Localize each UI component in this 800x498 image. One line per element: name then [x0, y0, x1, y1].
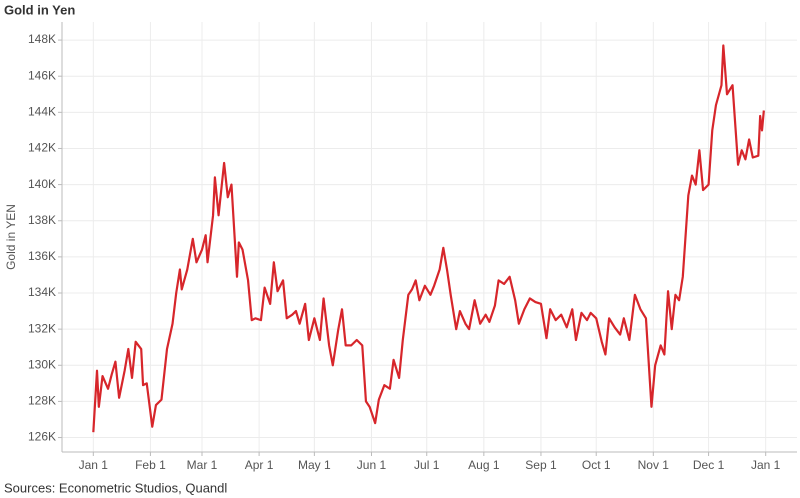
source-note: Sources: Econometric Studios, Quandl [4, 480, 227, 495]
y-tick-label: 136K [28, 249, 56, 263]
x-tick-label: Mar 1 [187, 458, 218, 472]
y-tick-label: 130K [28, 357, 56, 371]
x-tick-label: Jan 1 [751, 458, 781, 472]
y-tick-label: 140K [28, 177, 56, 191]
x-tick-label: Oct 1 [582, 458, 611, 472]
y-tick-label: 144K [28, 105, 56, 119]
price-line [92, 44, 765, 433]
x-tick-label: Dec 1 [693, 458, 725, 472]
y-tick-label: 148K [28, 32, 56, 46]
y-tick-label: 128K [28, 394, 56, 408]
y-tick-label: 146K [28, 68, 56, 82]
x-tick-label: May 1 [298, 458, 331, 472]
x-tick-label: Jul 1 [414, 458, 440, 472]
y-axis-title: Gold in YEN [4, 204, 18, 270]
x-tick-label: Feb 1 [135, 458, 166, 472]
x-tick-label: Jun 1 [357, 458, 387, 472]
chart-title: Gold in Yen [4, 2, 75, 17]
y-tick-label: 126K [28, 430, 56, 444]
y-tick-label: 142K [28, 141, 56, 155]
x-tick-label: Jan 1 [79, 458, 109, 472]
x-tick-label: Sep 1 [525, 458, 557, 472]
y-tick-label: 134K [28, 285, 56, 299]
y-tick-label: 132K [28, 321, 56, 335]
x-tick-label: Nov 1 [638, 458, 670, 472]
x-tick-label: Apr 1 [245, 458, 274, 472]
x-tick-label: Aug 1 [468, 458, 500, 472]
y-tick-label: 138K [28, 213, 56, 227]
